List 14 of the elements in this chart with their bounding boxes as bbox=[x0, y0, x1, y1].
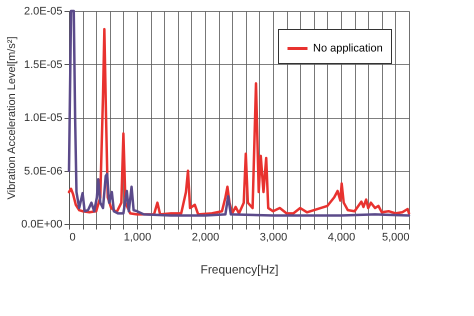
y-tick-label: 0.0E+00 bbox=[21, 218, 62, 230]
x-tick-label: 2,000 bbox=[192, 232, 220, 244]
x-axis-title: Frequency[Hz] bbox=[200, 262, 279, 276]
y-tick-label: 1.0E-05 bbox=[24, 112, 62, 124]
y-tick-label: 1.5E-05 bbox=[24, 58, 62, 71]
x-tick-label: 3,000 bbox=[260, 232, 288, 244]
y-tick-label: 5.0E-06 bbox=[24, 165, 62, 178]
x-tick-label: 0 bbox=[70, 232, 76, 244]
y-axis-title: Vibration Acceleration Level[m/s²] bbox=[6, 36, 18, 200]
x-tick-label: 5,000 bbox=[382, 232, 410, 244]
y-tick-label: 2.0E-05 bbox=[24, 6, 62, 18]
x-tick-label: 4,000 bbox=[328, 232, 356, 244]
legend-label: No application bbox=[313, 42, 383, 54]
x-tick-label: 1,000 bbox=[124, 232, 152, 244]
